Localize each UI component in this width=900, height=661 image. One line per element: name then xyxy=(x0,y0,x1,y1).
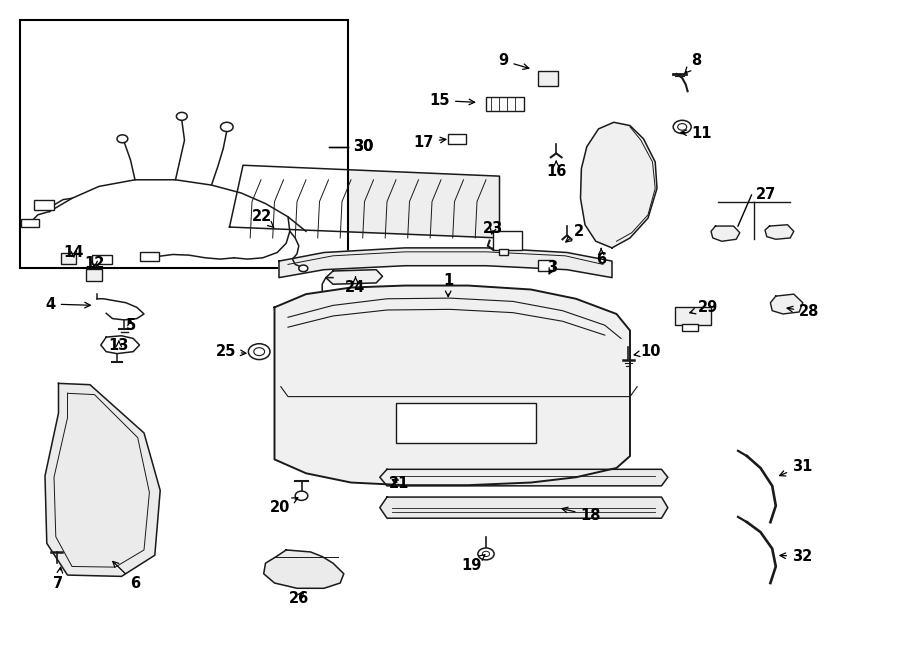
Text: 7: 7 xyxy=(53,567,64,590)
Text: 14: 14 xyxy=(64,245,84,260)
Circle shape xyxy=(176,112,187,120)
Polygon shape xyxy=(770,294,803,314)
Polygon shape xyxy=(230,165,500,238)
Bar xyxy=(61,253,76,264)
Bar xyxy=(499,249,508,255)
Circle shape xyxy=(478,548,494,560)
Text: 32: 32 xyxy=(780,549,812,564)
Text: 23: 23 xyxy=(483,221,503,235)
Text: 13: 13 xyxy=(109,338,129,352)
Text: 3: 3 xyxy=(547,260,557,275)
Text: 6: 6 xyxy=(596,249,607,266)
Text: 6: 6 xyxy=(112,561,140,590)
Polygon shape xyxy=(274,286,630,485)
Text: 28: 28 xyxy=(788,305,820,319)
Text: 22: 22 xyxy=(252,210,274,227)
Text: 20: 20 xyxy=(269,498,298,515)
Circle shape xyxy=(295,491,308,500)
Circle shape xyxy=(299,265,308,272)
Text: 15: 15 xyxy=(429,93,474,108)
Polygon shape xyxy=(580,122,657,248)
Circle shape xyxy=(482,551,490,557)
Bar xyxy=(493,231,522,250)
Text: 8: 8 xyxy=(685,54,701,73)
Circle shape xyxy=(254,348,265,356)
Text: 30: 30 xyxy=(353,139,374,154)
Polygon shape xyxy=(765,225,794,239)
Bar xyxy=(34,200,54,210)
Circle shape xyxy=(678,124,687,130)
Text: 16: 16 xyxy=(546,161,566,179)
Polygon shape xyxy=(279,248,612,278)
Text: 21: 21 xyxy=(389,477,410,491)
Text: 26: 26 xyxy=(289,591,309,605)
Polygon shape xyxy=(264,550,344,588)
Polygon shape xyxy=(380,497,668,518)
Text: 10: 10 xyxy=(634,344,662,359)
Polygon shape xyxy=(45,383,160,576)
Bar xyxy=(86,269,102,281)
Text: 25: 25 xyxy=(215,344,246,359)
Text: 31: 31 xyxy=(779,459,813,476)
Circle shape xyxy=(117,135,128,143)
Text: 5: 5 xyxy=(125,318,136,332)
Text: 17: 17 xyxy=(413,135,446,149)
Bar xyxy=(396,403,536,443)
Polygon shape xyxy=(380,469,668,486)
Text: 4: 4 xyxy=(46,297,90,311)
Bar xyxy=(448,134,466,144)
Bar xyxy=(21,219,39,227)
Bar xyxy=(486,97,524,111)
Bar xyxy=(538,260,553,271)
Text: 29: 29 xyxy=(689,300,718,315)
Polygon shape xyxy=(711,226,740,241)
Circle shape xyxy=(673,120,691,134)
Text: 30: 30 xyxy=(353,139,374,154)
Circle shape xyxy=(248,344,270,360)
Polygon shape xyxy=(326,270,382,284)
Text: 24: 24 xyxy=(346,277,365,295)
Text: 2: 2 xyxy=(566,224,584,242)
Text: 27: 27 xyxy=(756,188,776,202)
Bar xyxy=(538,71,558,86)
Text: 19: 19 xyxy=(461,555,485,572)
Text: 11: 11 xyxy=(681,126,712,141)
Text: 12: 12 xyxy=(85,256,104,270)
Bar xyxy=(92,255,112,264)
Bar xyxy=(20,20,348,268)
Text: 1: 1 xyxy=(443,274,454,297)
Text: 18: 18 xyxy=(562,507,601,523)
Bar xyxy=(140,252,159,261)
Bar xyxy=(682,324,698,330)
Circle shape xyxy=(220,122,233,132)
Bar xyxy=(675,307,711,325)
Text: 9: 9 xyxy=(499,54,529,69)
